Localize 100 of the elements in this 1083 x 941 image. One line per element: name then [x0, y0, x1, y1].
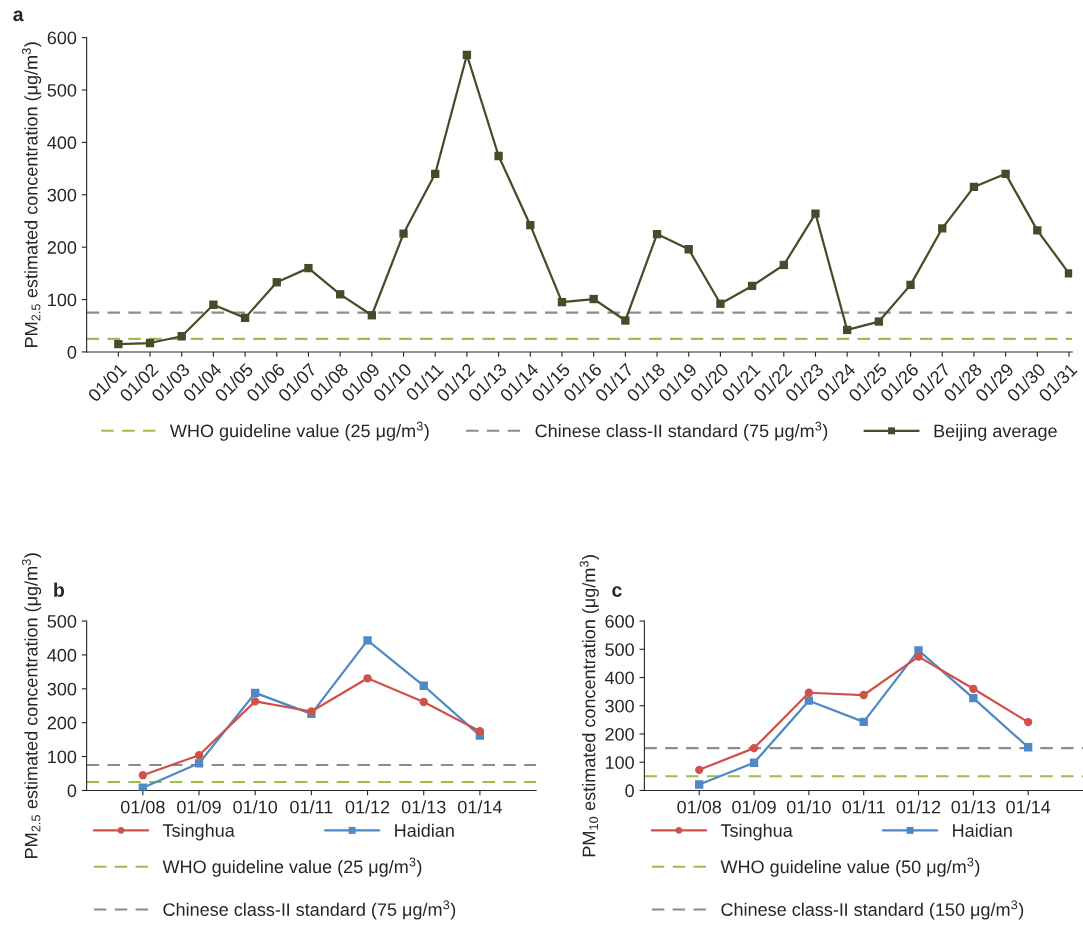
point [589, 294, 598, 304]
point [874, 317, 884, 326]
x-tick-label: 01/12 [345, 800, 390, 814]
x-tick-label: 01/09 [732, 800, 776, 814]
point [749, 758, 759, 767]
legend-label: WHO guideline value (50 μg/m$^{3}$) [720, 857, 980, 877]
y-tick-label: 0 [67, 345, 77, 359]
x-tick-label: 01/12 [896, 800, 941, 814]
legend-label: Chinese class-II standard (150 μg/m$^{3}$) [721, 900, 1024, 920]
y-tick-label: 100 [605, 756, 634, 769]
point [194, 759, 204, 768]
y-tick-label: 100 [48, 750, 77, 764]
point [194, 751, 204, 760]
y-axis-title: PM$_{2.5}$ estimated concentration (μg/m$^{3}$) [21, 553, 42, 858]
point [363, 674, 372, 683]
legend-label: Chinese class-II standard (75 μg/m$^{3}$) [163, 900, 456, 920]
point [1024, 743, 1033, 752]
y-axis-title: PM$_{10}$ estimated concentration (μg/m$^{3}$) [579, 555, 599, 857]
point [475, 726, 485, 736]
x-tick-label: 01/08 [677, 800, 722, 814]
y-tick-label: 300 [47, 188, 77, 202]
x-tick-label: 01/14 [458, 800, 502, 814]
point [621, 316, 630, 325]
y-axis-title: PM$_{2.5}$ estimated concentration (μg/m$^{3}$) [21, 42, 42, 347]
legend-label: Haidian [953, 823, 1012, 837]
point [695, 765, 704, 774]
point [114, 339, 123, 349]
y-tick-label: 500 [47, 83, 77, 97]
legend-label: Chinese class-II standard (75 μg/m$^{3}$) [535, 421, 828, 441]
chart-title: b [54, 582, 65, 597]
point [914, 652, 923, 661]
point [811, 209, 820, 218]
point [335, 290, 345, 299]
y-tick-label: 600 [47, 31, 77, 45]
point [431, 169, 440, 178]
point [145, 338, 155, 348]
legend-label: Tsinghua [162, 823, 235, 841]
point [251, 688, 260, 698]
y-tick-label: 500 [47, 614, 77, 628]
point [304, 263, 313, 273]
point [1064, 269, 1073, 278]
point [1001, 169, 1010, 178]
x-tick-label: 01/09 [177, 800, 221, 814]
y-tick-label: 400 [47, 648, 77, 662]
point [804, 696, 814, 705]
legend-label: Beijing average [934, 424, 1057, 441]
point [240, 313, 250, 323]
y-tick-label: 500 [605, 643, 634, 657]
point [557, 298, 567, 307]
point [419, 681, 428, 690]
point [494, 151, 503, 161]
point [272, 278, 281, 287]
point [1033, 226, 1042, 235]
x-tick-label: 01/10 [786, 800, 831, 814]
point [804, 688, 814, 697]
y-tick-label: 0 [67, 784, 77, 798]
point [367, 311, 377, 320]
y-tick-label: 200 [47, 241, 77, 254]
x-tick-label: 01/08 [120, 800, 165, 814]
point [695, 780, 704, 789]
legend-label: Tsinghua [720, 823, 793, 841]
point [209, 300, 218, 309]
point [138, 771, 147, 780]
point [969, 693, 978, 703]
chart-title: c [612, 586, 622, 597]
point [969, 182, 979, 192]
point [938, 224, 947, 233]
y-tick-label: 400 [47, 136, 77, 150]
point [906, 280, 915, 290]
x-tick-label: 01/14 [1006, 800, 1051, 814]
point [859, 717, 868, 727]
point [363, 636, 372, 645]
legend-label: Haidian [395, 823, 454, 837]
point [747, 281, 757, 291]
point [749, 743, 759, 753]
chart-title: a [13, 10, 24, 22]
x-tick-label: 01/13 [401, 800, 446, 814]
point [779, 260, 788, 270]
legend-label: WHO guideline value (25 μg/m$^{3}$) [169, 421, 429, 441]
y-tick-label: 300 [605, 699, 634, 713]
x-tick-label: 01/10 [233, 800, 278, 814]
point [1024, 717, 1033, 727]
point [652, 229, 662, 239]
point [419, 697, 428, 707]
point [969, 684, 978, 693]
point [684, 245, 693, 254]
point [399, 229, 408, 238]
point [177, 332, 186, 341]
point [716, 299, 725, 308]
y-tick-label: 200 [605, 727, 634, 741]
y-tick-label: 600 [605, 614, 634, 628]
y-tick-label: 300 [47, 682, 77, 696]
point [843, 325, 852, 335]
legend-label: WHO guideline value (25 μg/m$^{3}$) [162, 857, 422, 877]
point [251, 697, 260, 706]
y-tick-label: 200 [47, 716, 77, 730]
y-tick-label: 0 [625, 784, 634, 798]
x-tick-label: 01/13 [951, 800, 996, 814]
point [526, 221, 535, 230]
point [462, 50, 472, 60]
